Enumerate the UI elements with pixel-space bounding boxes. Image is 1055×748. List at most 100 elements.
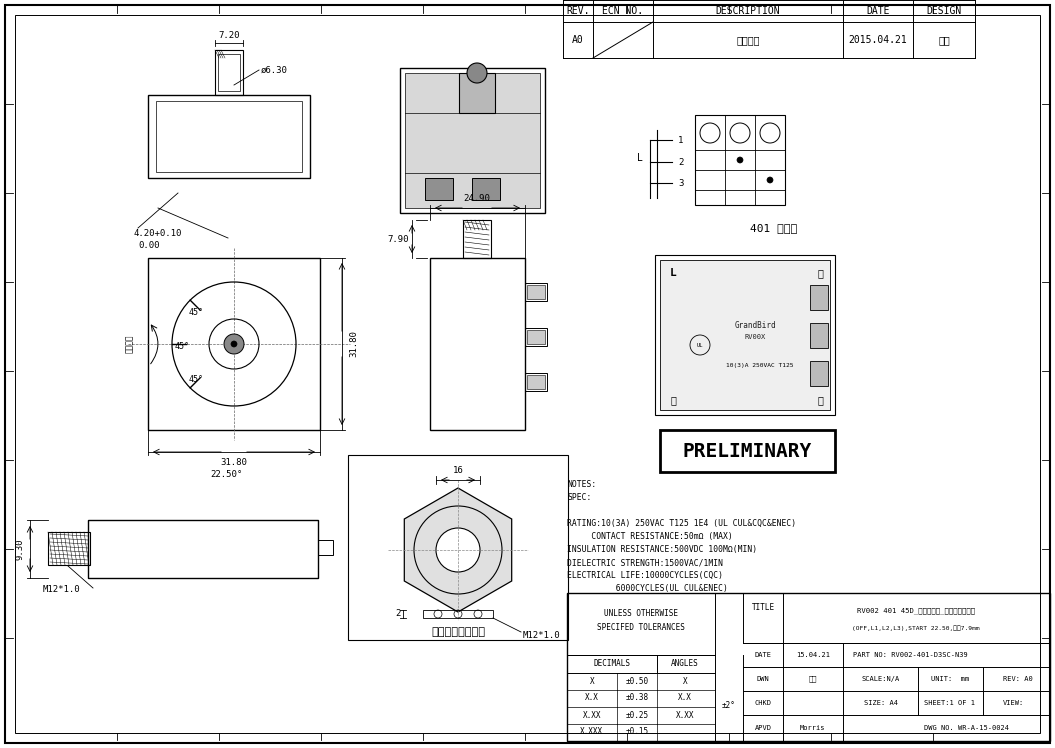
Text: DECIMALS: DECIMALS	[594, 660, 631, 669]
Text: 2015.04.21: 2015.04.21	[848, 35, 907, 45]
Text: 2: 2	[678, 158, 684, 167]
Text: DIELECTRIC STRENGTH:1500VAC/1MIN: DIELECTRIC STRENGTH:1500VAC/1MIN	[567, 558, 723, 567]
Bar	[528, 330, 545, 344]
Circle shape	[767, 177, 773, 183]
Text: ELECTRICAL LIFE:10000CYCLES(CQC): ELECTRICAL LIFE:10000CYCLES(CQC)	[567, 571, 723, 580]
Text: 45°: 45°	[189, 307, 204, 316]
Bar	[156, 101, 302, 172]
Text: UL: UL	[696, 343, 704, 348]
Bar	[743, 593, 1050, 643]
Text: X: X	[590, 676, 594, 685]
Text: 刘玲: 刘玲	[809, 675, 818, 682]
Text: PRELIMINARY: PRELIMINARY	[683, 441, 811, 461]
Text: 45°: 45°	[189, 375, 204, 384]
Bar	[810, 323, 828, 348]
Bar	[567, 593, 1050, 741]
Text: UNLESS OTHERWISE: UNLESS OTHERWISE	[605, 609, 678, 618]
Text: APVD: APVD	[754, 725, 771, 731]
Text: ±0.50: ±0.50	[626, 676, 649, 685]
Text: 新版发行: 新版发行	[736, 35, 760, 45]
Text: 10(3)A 250VAC T125: 10(3)A 250VAC T125	[726, 363, 793, 367]
Text: 401 电路图: 401 电路图	[750, 223, 798, 233]
Text: X.XX: X.XX	[582, 711, 601, 720]
Polygon shape	[404, 488, 512, 612]
Bar	[148, 95, 310, 178]
Bar	[88, 520, 318, 578]
Bar	[423, 610, 493, 618]
Text: TITLE: TITLE	[751, 604, 774, 613]
Text: VIEW:: VIEW:	[1002, 700, 1023, 706]
Text: ②: ②	[817, 395, 823, 405]
Text: ③: ③	[670, 395, 676, 405]
Text: X.XXX: X.XXX	[580, 728, 603, 737]
Text: 7.90: 7.90	[387, 235, 408, 244]
Bar	[525, 373, 546, 391]
Bar	[405, 73, 540, 208]
Bar	[348, 455, 568, 640]
Text: X: X	[683, 676, 687, 685]
Bar	[400, 68, 545, 213]
Text: CHKD: CHKD	[754, 700, 771, 706]
Text: SPEC:: SPEC:	[567, 493, 592, 502]
Text: DESIGN: DESIGN	[926, 6, 961, 16]
Bar	[47, 532, 90, 565]
Text: Morris: Morris	[801, 725, 826, 731]
Text: DWN: DWN	[756, 676, 769, 682]
Bar	[528, 375, 545, 389]
Text: DATE: DATE	[866, 6, 889, 16]
Text: 3: 3	[678, 179, 684, 188]
Bar	[525, 283, 546, 301]
Text: PART NO: RV002-401-D3SC-N39: PART NO: RV002-401-D3SC-N39	[853, 652, 967, 658]
Circle shape	[231, 341, 237, 347]
Text: ø6.30: ø6.30	[261, 66, 288, 75]
Text: L: L	[670, 268, 676, 278]
Text: 1: 1	[678, 135, 684, 144]
Bar	[88, 520, 318, 578]
Text: 31.80: 31.80	[349, 331, 359, 358]
Text: ±0.25: ±0.25	[626, 711, 649, 720]
Text: 0.00: 0.00	[138, 241, 159, 250]
Text: INSULATION RESISTANCE:500VDC 100MΩ(MIN): INSULATION RESISTANCE:500VDC 100MΩ(MIN)	[567, 545, 757, 554]
Text: RATING:10(3A) 250VAC T125 1E4 (UL CUL&CQC&ENEC): RATING:10(3A) 250VAC T125 1E4 (UL CUL&CQ…	[567, 519, 797, 528]
Bar	[430, 258, 525, 430]
Text: REV: A0: REV: A0	[1003, 676, 1033, 682]
Text: GrandBird: GrandBird	[734, 320, 775, 330]
Text: RV00X: RV00X	[745, 334, 766, 340]
Bar	[660, 260, 830, 410]
Text: X.X: X.X	[586, 693, 599, 702]
Bar	[215, 50, 243, 95]
Text: 31.80: 31.80	[220, 458, 248, 467]
Text: 附：六角镍色螺母: 附：六角镍色螺母	[431, 627, 485, 637]
Text: 9.30: 9.30	[16, 539, 24, 560]
Text: 7.20: 7.20	[218, 31, 239, 40]
Text: UNIT:  mm: UNIT: mm	[931, 676, 970, 682]
Text: X.XX: X.XX	[676, 711, 694, 720]
Bar	[695, 115, 785, 205]
Text: ANGLES: ANGLES	[671, 660, 698, 669]
Bar	[655, 255, 835, 415]
Text: DWG NO. WR-A-15-0024: DWG NO. WR-A-15-0024	[923, 725, 1009, 731]
Text: REV.: REV.	[567, 6, 590, 16]
Bar	[148, 258, 320, 430]
Bar	[528, 285, 545, 299]
Text: NOTES:: NOTES:	[567, 480, 596, 489]
Text: ±0.38: ±0.38	[626, 693, 649, 702]
Circle shape	[737, 157, 743, 163]
Text: SHEET:1 OF 1: SHEET:1 OF 1	[924, 700, 976, 706]
Text: SCALE:N/A: SCALE:N/A	[862, 676, 900, 682]
Text: ①: ①	[817, 268, 823, 278]
Text: ECN NO.: ECN NO.	[602, 6, 644, 16]
Bar	[525, 328, 546, 346]
Circle shape	[224, 334, 244, 354]
Text: 2: 2	[396, 610, 401, 619]
Text: (OFF,L1,L2,L3),START 22.50,转距7.9mm: (OFF,L1,L2,L3),START 22.50,转距7.9mm	[852, 625, 980, 631]
Text: SIZE: A4: SIZE: A4	[864, 700, 898, 706]
Text: M12*1.0: M12*1.0	[523, 631, 560, 640]
Text: DATE: DATE	[754, 652, 771, 658]
Bar	[459, 73, 495, 113]
Bar	[425, 178, 453, 200]
Text: 旋转方向: 旋转方向	[124, 335, 134, 353]
Text: 16: 16	[453, 465, 463, 474]
Bar	[318, 540, 333, 555]
Text: 15.04.21: 15.04.21	[797, 652, 830, 658]
